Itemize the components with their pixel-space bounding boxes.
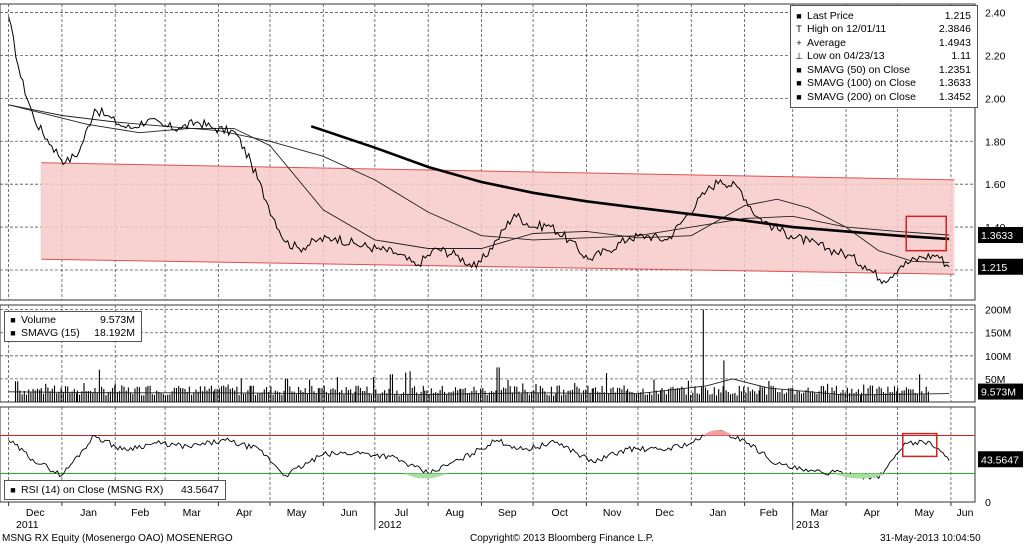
smavg50-line (8, 104, 950, 263)
legend-smavg100: ■ SMAVG (100) on Close 1.3633 (793, 77, 975, 91)
x-month-label: Apr (236, 507, 253, 519)
footer-timestamp: 31-May-2013 10:04:50 (880, 533, 981, 544)
square-icon: ■ (10, 484, 16, 495)
price-y-tick-label: 2.40 (985, 8, 1006, 20)
x-month-label: Feb (131, 507, 149, 519)
smavg100-tag-bg (978, 227, 1023, 244)
rsi-y-tick-label: 0 (985, 497, 991, 509)
legend-smavg50: ■ SMAVG (50) on Close 1.2351 (793, 63, 975, 77)
line-dot-icon: + (796, 37, 802, 48)
square-icon: ■ (796, 64, 802, 75)
x-axis: Dec Jan Feb Mar Apr May Jun Jul Aug Sep Oct Nov Dec J… (0, 501, 975, 531)
x-month-label: Sep (498, 507, 517, 519)
x-year-label: 2011 (16, 519, 39, 531)
tick-down-icon: ⊥ (795, 50, 803, 61)
volume-tag: 9.573M (981, 387, 1016, 399)
last-price-line (8, 16, 950, 285)
legend-volume: ■ Volume 9.573M (7, 313, 139, 327)
last-price-tag-bg (978, 258, 1023, 275)
price-highlight-box (905, 215, 947, 252)
x-year-label: 2012 (378, 519, 402, 531)
last-price-tag: 1.215 (981, 262, 1007, 274)
x-month-label: Oct (552, 507, 568, 519)
x-month-label: Dec (655, 507, 674, 519)
x-month-label: Jun (957, 507, 974, 519)
legend-last-price: ■ Last Price 1.215 (793, 9, 975, 23)
x-month-label: Mar (810, 507, 829, 519)
legend-smavg200: ■ SMAVG (200) on Close 1.3452 (793, 90, 975, 104)
x-month-label: May (914, 507, 935, 519)
price-y-tick-label: 2.00 (985, 93, 1006, 105)
square-icon: ■ (10, 328, 16, 339)
x-month-label: Feb (760, 507, 778, 519)
rsi-oversold-fill (404, 473, 448, 479)
price-y-tick-label: 1.60 (985, 179, 1006, 191)
x-month-label: Dec (26, 507, 45, 519)
x-month-label: Jul (395, 507, 408, 519)
volume-y-tick-label: 100M (985, 351, 1011, 363)
volume-y-tick-label: 200M (985, 305, 1011, 317)
legend-average: + Average 1.4943 (793, 36, 975, 50)
footer-ticker: MSNG RX Equity (Mosenergo OAO) MOSENERGO (2, 533, 233, 544)
x-month-label: Jan (80, 507, 97, 519)
price-legend: ■ Last Price 1.215 T High on 12/01/11 2.3846… (790, 5, 978, 108)
rsi-oversold-fill (833, 473, 888, 479)
rsi-tag-bg (978, 451, 1023, 468)
legend-rsi: ■ RSI (14) on Close (MSNG RX) 43.5647 (7, 483, 223, 497)
x-year-label: 2013 (796, 519, 820, 531)
rsi-legend: ■ RSI (14) on Close (MSNG RX) 43.5647 (4, 480, 226, 500)
volume-panel-frame (0, 304, 976, 403)
legend-low: ⊥ Low on 04/23/13 1.11 (793, 50, 975, 64)
price-y-tick-label: 2.20 (985, 50, 1006, 62)
x-month-label: Jun (341, 507, 358, 519)
volume-legend: ■ Volume 9.573M ■ SMAVG (15) 18.192M (4, 311, 142, 342)
channel-lower-line (41, 258, 955, 275)
smavg100-tag: 1.3633 (981, 230, 1013, 242)
volume-smavg-line (8, 378, 950, 396)
x-month-label: Nov (603, 507, 622, 519)
footer-copyright: Copyright© 2013 Bloomberg Finance L.P. (470, 533, 654, 544)
legend-volume-smavg: ■ SMAVG (15) 18.192M (7, 327, 139, 341)
tick-up-icon: T (796, 24, 802, 35)
square-icon: ■ (796, 10, 802, 21)
x-month-label: Jan (709, 507, 726, 519)
volume-tag-bg (978, 383, 1023, 400)
x-month-label: Aug (445, 507, 464, 519)
x-month-label: Mar (183, 507, 202, 519)
square-icon: ■ (796, 91, 802, 102)
x-month-label: Apr (864, 507, 881, 519)
legend-high: T High on 12/01/11 2.3846 (793, 23, 975, 37)
x-month-label: May (287, 507, 308, 519)
volume-y-tick-label: 150M (985, 328, 1011, 340)
rsi-highlight-box (902, 432, 938, 458)
square-icon: ■ (10, 314, 16, 325)
rsi-line (8, 430, 950, 480)
rsi-tag: 43.5647 (981, 454, 1019, 466)
square-icon: ■ (796, 78, 802, 89)
rsi-overbought-fill (703, 430, 733, 436)
smavg200-line (310, 125, 950, 241)
channel-upper-line (41, 162, 955, 181)
volume-y-tick-label: 50M (985, 374, 1005, 386)
price-channel (41, 162, 955, 275)
price-y-tick-label: 1.80 (985, 136, 1006, 148)
